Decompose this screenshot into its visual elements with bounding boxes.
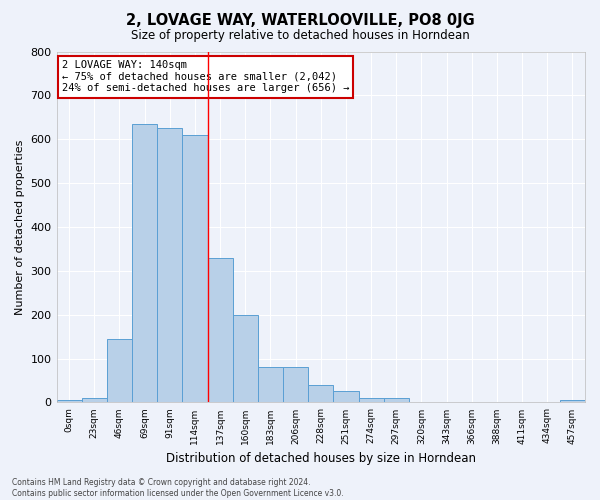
Bar bbox=[233, 314, 258, 402]
Y-axis label: Number of detached properties: Number of detached properties bbox=[15, 140, 25, 314]
Bar bbox=[56, 400, 82, 402]
Bar bbox=[208, 258, 233, 402]
Bar bbox=[560, 400, 585, 402]
Bar bbox=[258, 368, 283, 402]
Bar bbox=[107, 339, 132, 402]
Bar bbox=[82, 398, 107, 402]
Text: 2, LOVAGE WAY, WATERLOOVILLE, PO8 0JG: 2, LOVAGE WAY, WATERLOOVILLE, PO8 0JG bbox=[125, 12, 475, 28]
Bar bbox=[359, 398, 383, 402]
Bar bbox=[383, 398, 409, 402]
Bar bbox=[334, 392, 359, 402]
Text: 2 LOVAGE WAY: 140sqm
← 75% of detached houses are smaller (2,042)
24% of semi-de: 2 LOVAGE WAY: 140sqm ← 75% of detached h… bbox=[62, 60, 349, 94]
Bar bbox=[157, 128, 182, 402]
Bar bbox=[132, 124, 157, 402]
Text: Size of property relative to detached houses in Horndean: Size of property relative to detached ho… bbox=[131, 29, 469, 42]
Bar bbox=[308, 385, 334, 402]
Bar bbox=[283, 368, 308, 402]
Bar bbox=[182, 135, 208, 402]
X-axis label: Distribution of detached houses by size in Horndean: Distribution of detached houses by size … bbox=[166, 452, 476, 465]
Text: Contains HM Land Registry data © Crown copyright and database right 2024.
Contai: Contains HM Land Registry data © Crown c… bbox=[12, 478, 344, 498]
